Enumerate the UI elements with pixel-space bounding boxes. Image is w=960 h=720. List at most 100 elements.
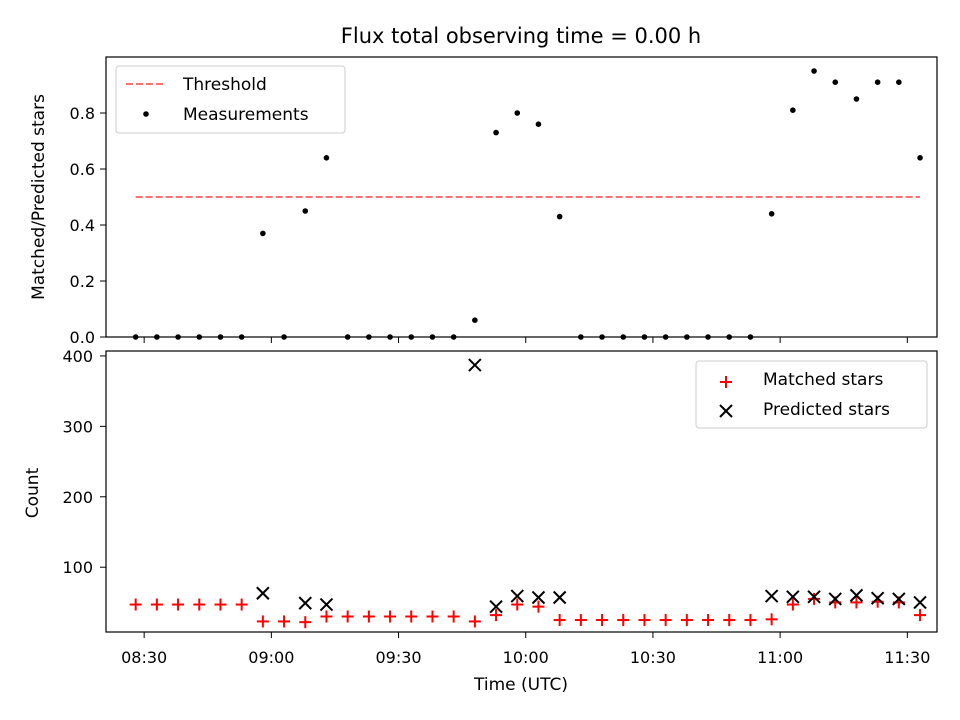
x-tick-label: 09:30: [375, 648, 421, 667]
matched-star-point: [553, 614, 566, 627]
measurement-point: [260, 230, 266, 237]
top-y-tick-label: 0.4: [70, 216, 95, 235]
predicted-star-point: [298, 596, 312, 610]
predicted-star-point: [892, 592, 906, 606]
top-panel: Flux total observing time = 0.00 h Match…: [29, 24, 938, 347]
measurement-point: [790, 107, 796, 113]
x-axis-label: Time (UTC): [473, 675, 568, 695]
bottom-y-tick-label: 100: [62, 558, 93, 577]
matched-star-point: [405, 610, 418, 623]
measurement-point: [514, 110, 521, 116]
matched-star-point: [362, 610, 375, 623]
measurement-point: [768, 211, 775, 217]
predicted-star-point: [764, 589, 779, 603]
matched-star-point: [468, 615, 481, 628]
measurement-point: [472, 317, 478, 324]
predicted-stars-legend-swatch: [719, 404, 733, 418]
matched-star-point: [702, 614, 715, 627]
matched-star-point: [914, 609, 927, 622]
measurement-point: [323, 155, 330, 161]
measurement-point: [832, 79, 839, 85]
x-tick-label: 09:00: [248, 648, 294, 667]
matched-star-point: [532, 600, 545, 613]
measurement-point: [811, 68, 817, 74]
measurement-point: [535, 121, 542, 127]
measurement-point: [493, 129, 499, 136]
predicted-star-point: [468, 358, 482, 372]
matched-star-point: [299, 616, 312, 629]
matched-star-point: [680, 614, 693, 627]
matched-star-point: [129, 598, 142, 611]
bottom-plot-frame: [105, 350, 938, 633]
measurement-point: [556, 213, 563, 220]
matched-star-point: [490, 609, 503, 622]
top-y-tick-label: 0.2: [70, 272, 95, 291]
bottom-y-tick-label: 300: [62, 417, 93, 436]
predicted-star-point: [913, 595, 927, 610]
matched-star-point: [214, 598, 227, 611]
matched-star-point: [384, 610, 397, 623]
matched-star-point: [808, 592, 821, 605]
predicted-star-point: [849, 588, 864, 603]
matched-star-point: [744, 614, 757, 627]
matched-star-point: [256, 615, 269, 628]
matched-star-point: [426, 610, 439, 623]
measurements-legend-swatch: [143, 111, 149, 117]
matched-star-point: [278, 615, 291, 628]
top-y-tick-label: 0.8: [70, 104, 95, 123]
predicted-star-point: [870, 591, 885, 605]
measurement-point: [853, 96, 860, 102]
predicted-star-point: [489, 599, 503, 614]
top-legend-box: [115, 65, 346, 134]
bottom-legend: Matched stars Predicted stars: [695, 360, 928, 429]
predicted-star-point: [510, 589, 524, 603]
x-tick-label: 10:30: [630, 648, 676, 667]
matched-star-point: [235, 598, 248, 611]
predicted-star-point: [319, 597, 334, 612]
bottom-y-tick-label: 400: [62, 347, 93, 366]
matched-star-point: [193, 598, 206, 611]
x-tick-label: 10:00: [503, 648, 549, 667]
predicted-star-point: [552, 590, 567, 605]
matched-star-point: [150, 598, 163, 611]
chart-title: Flux total observing time = 0.00 h: [341, 24, 701, 48]
measurement-point: [896, 79, 902, 85]
measurements-legend-label: Measurements: [183, 105, 309, 125]
matched-star-point: [765, 613, 778, 626]
top-y-axis-label: Matched/Predicted stars: [29, 94, 49, 300]
top-plot-frame: [105, 56, 938, 338]
measurement-point: [917, 155, 923, 161]
predicted-star-point: [828, 592, 842, 606]
predicted-star-point: [807, 590, 821, 604]
matched-star-point: [574, 614, 587, 627]
predicted-stars-legend-label: Predicted stars: [763, 400, 890, 420]
x-tick-label: 11:30: [884, 648, 930, 667]
matched-star-point: [786, 598, 799, 611]
matched-star-point: [659, 614, 672, 627]
matched-star-point: [172, 598, 185, 611]
measurement-point: [302, 208, 309, 214]
bottom-y-axis-label: Count: [23, 467, 43, 518]
top-legend: Threshold Measurements: [115, 65, 346, 134]
matched-star-point: [511, 598, 524, 611]
matched-star-point: [638, 614, 651, 627]
matched-star-point: [341, 610, 354, 623]
predicted-star-point: [531, 590, 546, 605]
matched-star-point: [447, 610, 460, 623]
matched-stars-legend-swatch: [720, 376, 732, 388]
bottom-legend-box: [695, 360, 928, 429]
threshold-legend-label: Threshold: [182, 75, 267, 95]
predicted-star-point: [256, 586, 270, 600]
matched-star-point: [723, 614, 736, 627]
measurement-point: [874, 79, 881, 85]
x-tick-label: 08:30: [121, 648, 167, 667]
matched-stars-legend-label: Matched stars: [763, 370, 883, 390]
bottom-y-tick-label: 200: [62, 488, 93, 507]
predicted-star-point: [786, 590, 800, 604]
matched-star-point: [617, 614, 630, 627]
x-tick-label: 11:00: [757, 648, 803, 667]
top-y-tick-label: 0.6: [70, 160, 95, 179]
top-y-tick-label: 0.0: [70, 328, 95, 347]
bottom-panel: Count Time (UTC) 100 200 300 400 08:30 09:00 0…: [23, 347, 938, 695]
matched-star-point: [596, 614, 609, 627]
